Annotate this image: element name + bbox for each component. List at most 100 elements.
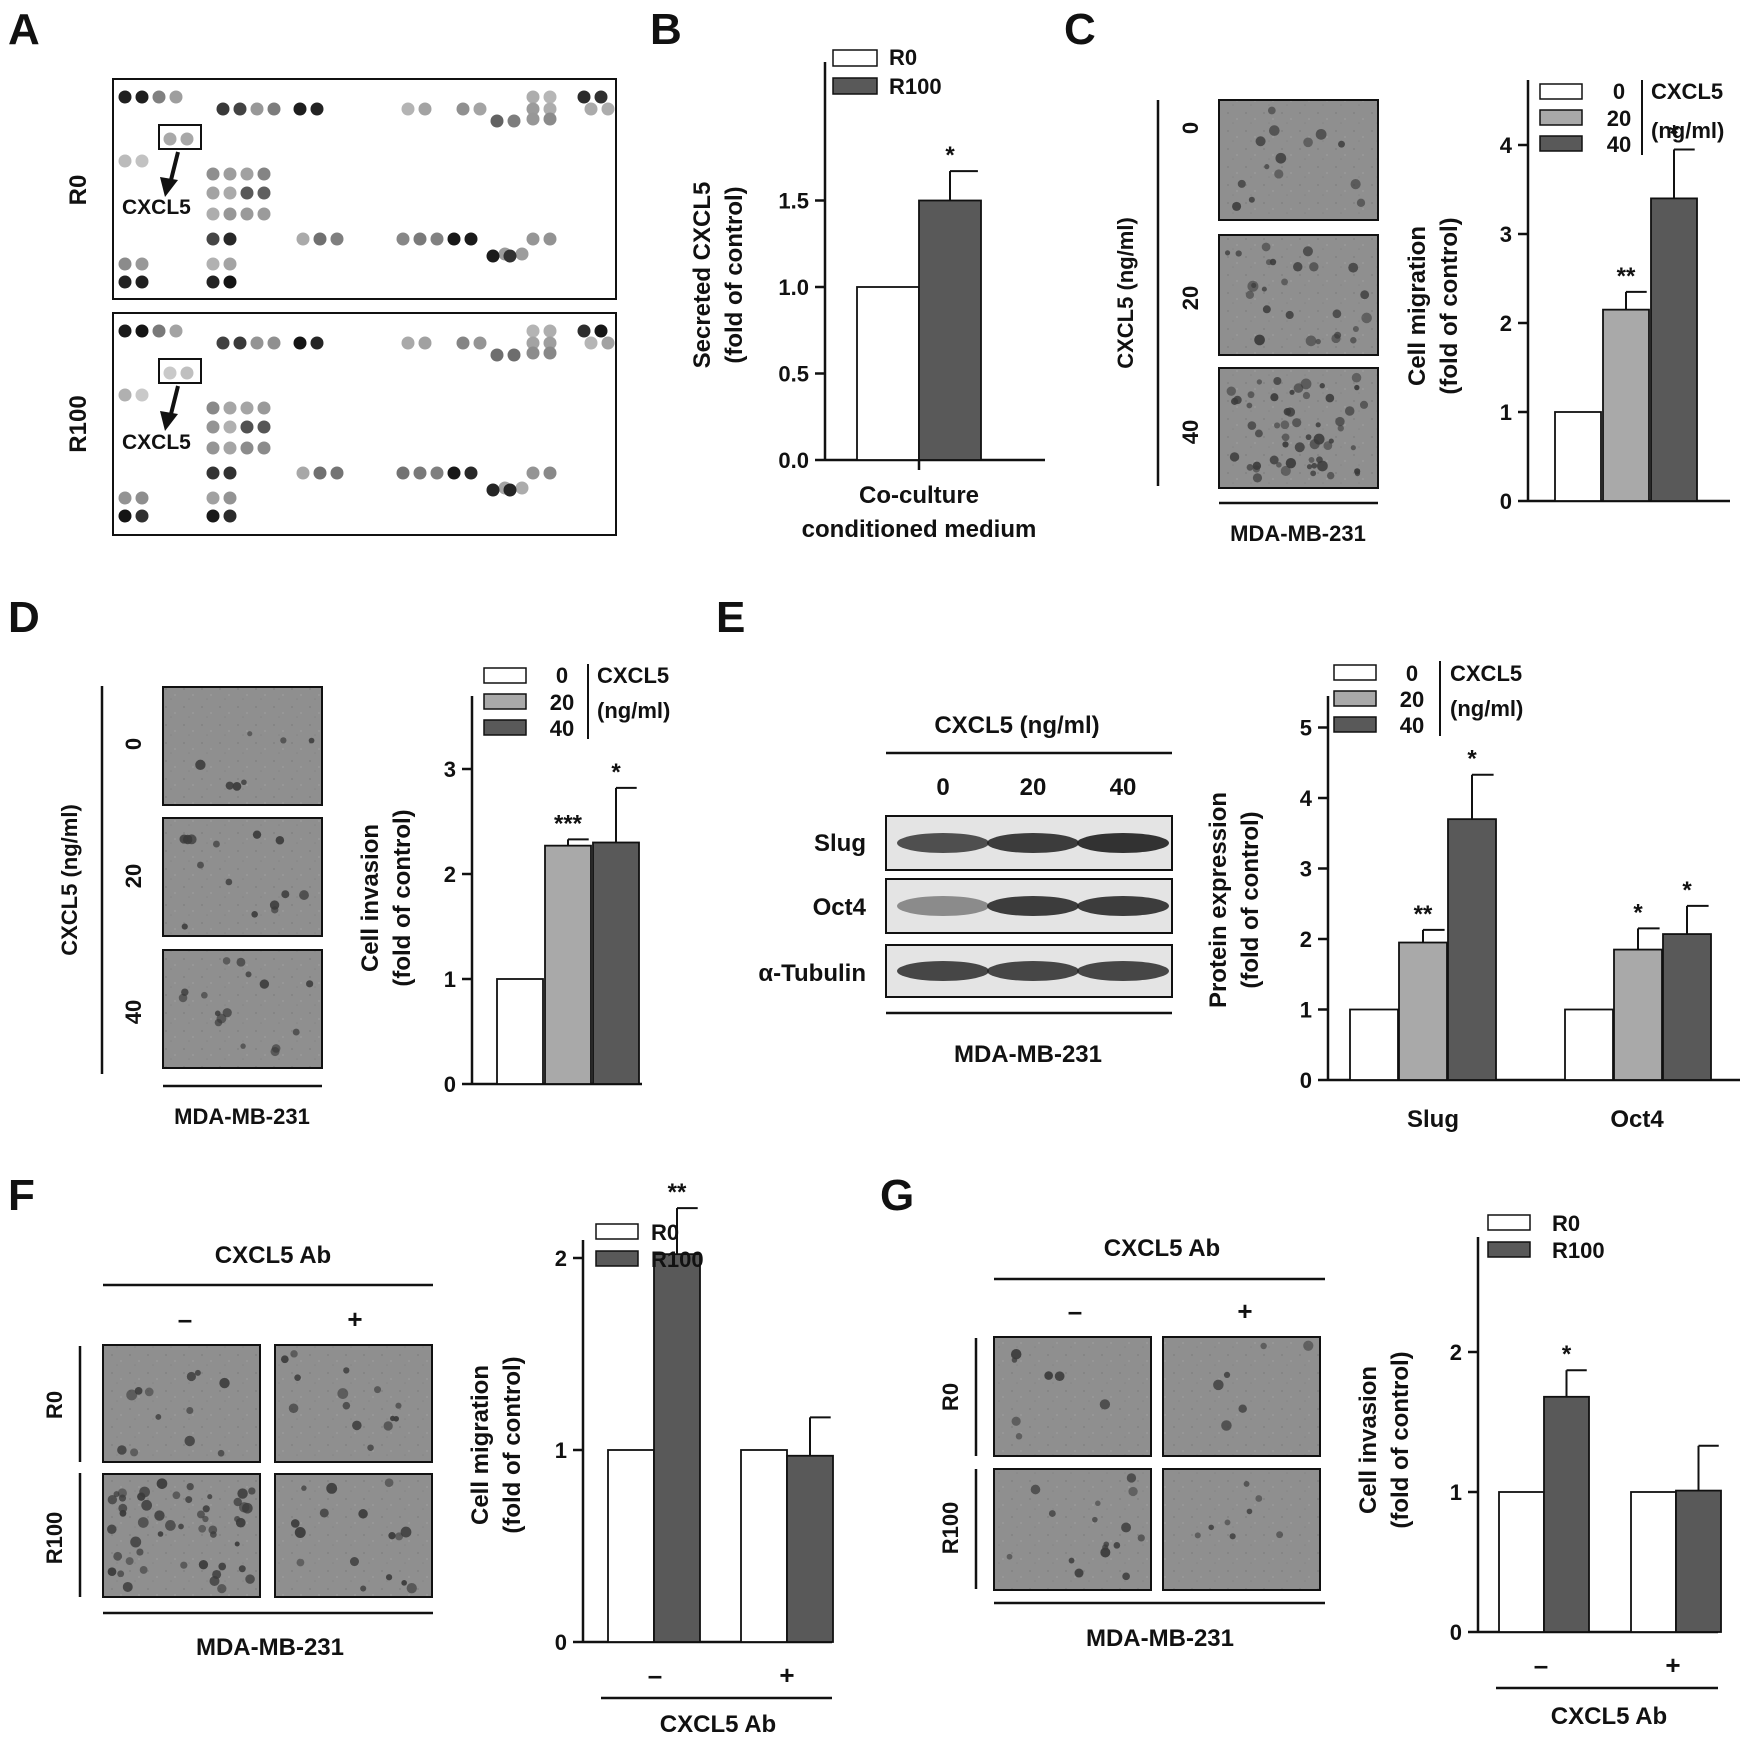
cell — [401, 1580, 407, 1586]
cell — [139, 1566, 148, 1574]
y-tick-label: 1 — [555, 1438, 567, 1463]
legend-label-r100: R100 — [1552, 1238, 1605, 1263]
cell — [125, 1557, 134, 1566]
cell — [113, 1551, 123, 1561]
cell — [1360, 290, 1370, 300]
array-spot — [152, 90, 166, 104]
cell — [156, 1478, 168, 1489]
array-spot — [584, 336, 598, 350]
cell — [136, 1548, 144, 1556]
array-spot — [526, 232, 540, 246]
legend-title: CXCL5 — [1651, 79, 1723, 104]
cell — [1233, 395, 1242, 405]
g-ylabel-2: (fold of control) — [1387, 1351, 1414, 1528]
lane-label: 20 — [1020, 774, 1047, 801]
array-spot — [526, 466, 540, 480]
cell — [1344, 406, 1355, 416]
cell — [240, 1043, 246, 1049]
cell — [234, 1541, 240, 1547]
array-spot — [223, 167, 237, 181]
micrograph — [102, 1344, 261, 1463]
cell — [1306, 464, 1313, 470]
cell — [360, 1585, 367, 1592]
blot-band — [987, 896, 1079, 916]
cell — [157, 1531, 164, 1537]
array-spot — [456, 102, 470, 116]
array-spot — [233, 336, 247, 350]
array-spot — [594, 324, 608, 338]
cell — [237, 1488, 248, 1499]
cell — [1310, 470, 1317, 477]
array-spot — [216, 336, 230, 350]
cell — [242, 1502, 253, 1514]
g-bars: * — [1498, 1341, 1722, 1633]
cell — [1315, 338, 1321, 345]
cell — [1294, 442, 1305, 453]
cell — [367, 1444, 374, 1451]
cell — [197, 861, 204, 869]
array-spot — [206, 232, 220, 246]
bar — [544, 844, 592, 1085]
array-spot — [118, 509, 132, 523]
cell — [1260, 1342, 1267, 1350]
cell — [1323, 441, 1333, 451]
micrograph — [1218, 99, 1379, 221]
c-side-label: CXCL5 (ng/ml) — [1113, 217, 1138, 369]
legend-swatch-r0 — [832, 49, 878, 67]
bar — [1543, 1395, 1590, 1633]
micrograph-cells — [1006, 1340, 1314, 1581]
f-ylabel-2: (fold of control) — [499, 1356, 526, 1533]
y-tick-label: 0.0 — [778, 448, 809, 473]
legend-label-r0: R0 — [651, 1220, 679, 1245]
legend-value: 20 — [550, 690, 574, 715]
cell — [137, 1492, 146, 1501]
cell — [118, 1503, 128, 1513]
cell — [1280, 420, 1290, 430]
legend-value: 40 — [1400, 713, 1424, 738]
f-row-r100: R100 — [42, 1512, 67, 1565]
c-row-0: 0 — [1178, 122, 1203, 134]
array-spot — [594, 90, 608, 104]
array-spot — [223, 466, 237, 480]
cell — [178, 1523, 184, 1530]
y-tick-label: 0 — [1500, 489, 1512, 514]
array-spot — [206, 207, 220, 221]
panel-a: A R0 R100 CXCL5 CXCL5 — [8, 5, 617, 536]
array-spot — [430, 466, 444, 480]
bar — [1662, 933, 1712, 1081]
cell — [1302, 391, 1311, 400]
array-spot — [447, 232, 461, 246]
cell — [1252, 465, 1260, 473]
cell — [1223, 1371, 1231, 1379]
legend-title: CXCL5 — [597, 663, 669, 688]
cell — [294, 1374, 301, 1381]
legend-swatch-20 — [1539, 109, 1583, 126]
lane-label: 0 — [936, 774, 949, 801]
cell — [217, 1584, 227, 1594]
array-spot — [543, 336, 557, 350]
d-ylabel-2: (fold of control) — [389, 809, 416, 986]
array-spot — [401, 102, 415, 116]
e-bars: ***** — [1349, 746, 1712, 1081]
panel-letter-c: C — [1064, 5, 1096, 54]
cell — [1276, 462, 1282, 468]
array-spot — [293, 102, 307, 116]
bar — [1564, 1008, 1614, 1081]
cell — [1254, 429, 1263, 438]
blot-band — [897, 896, 989, 916]
array-spot — [526, 112, 540, 126]
array-spot — [310, 336, 324, 350]
cell — [1246, 1508, 1253, 1515]
g-minus: – — [1068, 1296, 1082, 1326]
g-row-r100: R100 — [938, 1502, 963, 1555]
cell — [247, 731, 253, 737]
legend-title-units: (ng/ml) — [1651, 118, 1724, 143]
cell — [202, 1505, 210, 1513]
cell — [184, 1435, 195, 1447]
cell — [1255, 1495, 1263, 1502]
panel-f: F CXCL5 Ab – + R0 R100 MDA-MB-231 0 1 2 **… — [8, 1171, 834, 1738]
panel-c: C CXCL5 (ng/ml) 0 20 40 MDA-MB-231 01234… — [1064, 5, 1730, 546]
cell — [198, 1560, 209, 1570]
cell — [1011, 1416, 1021, 1426]
cell — [245, 1574, 255, 1584]
